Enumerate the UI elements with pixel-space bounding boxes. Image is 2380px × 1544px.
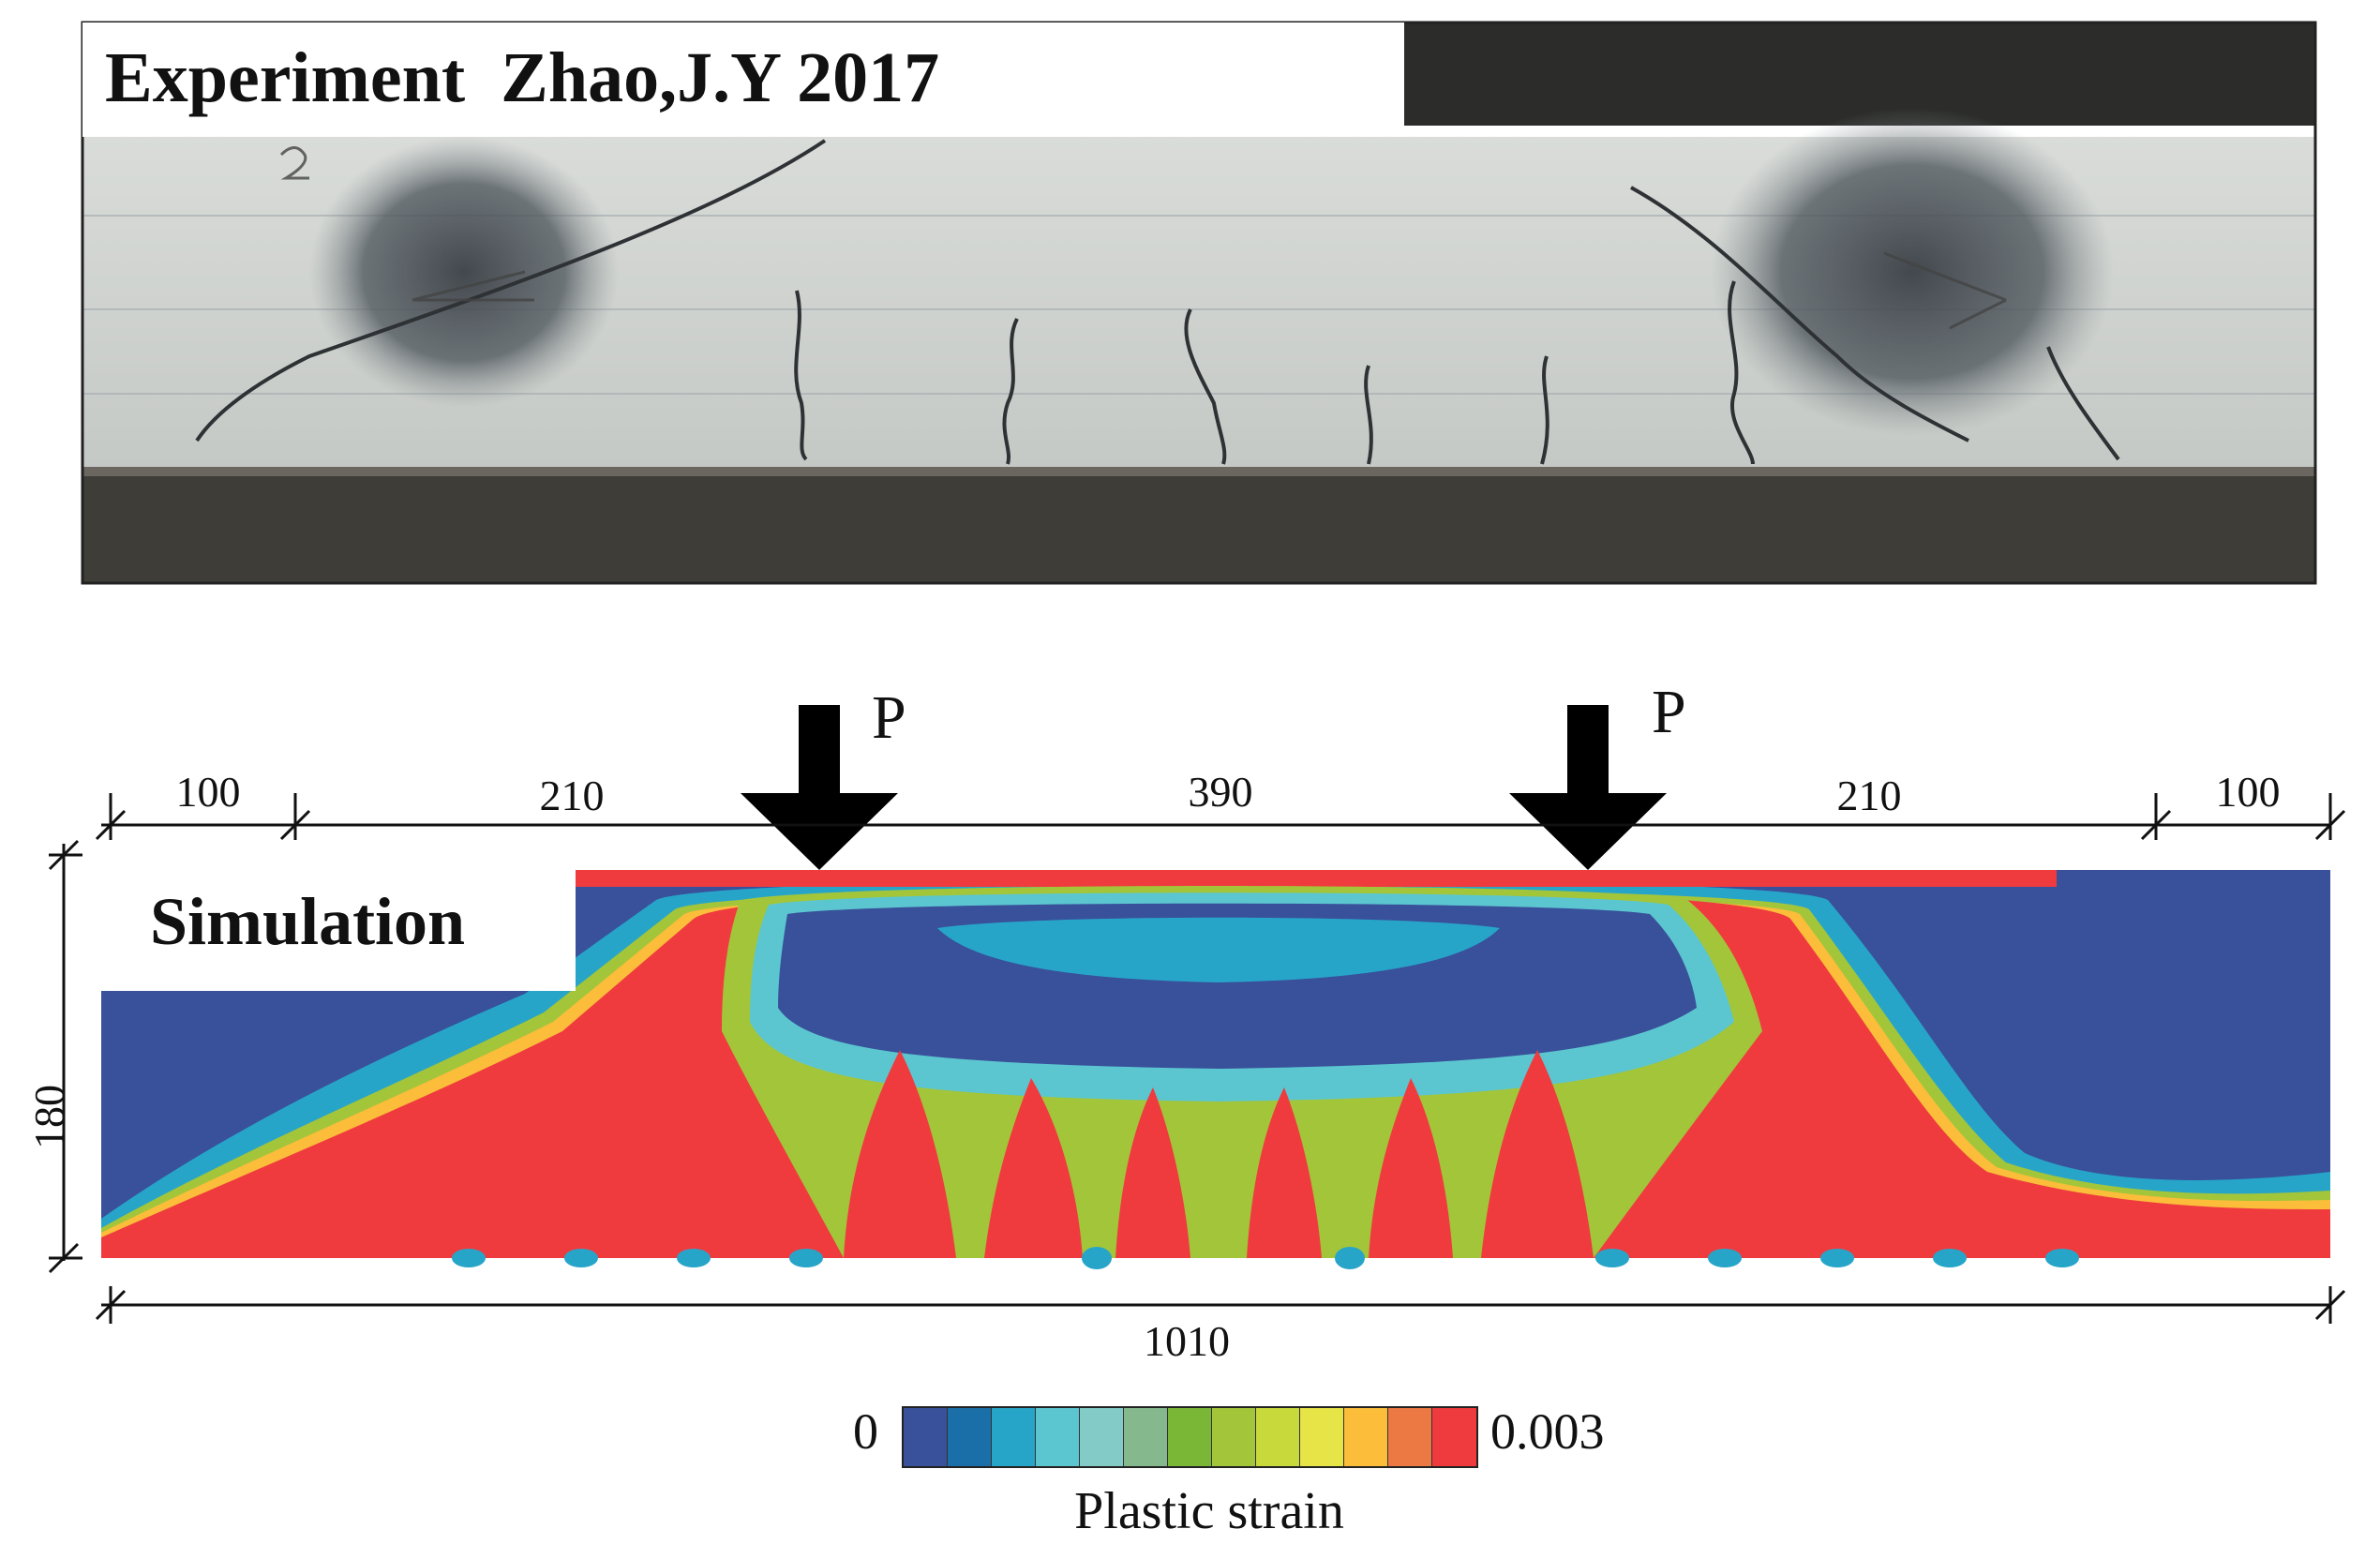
load-label-right: P [1652, 678, 1686, 746]
load-arrow-left [741, 705, 898, 870]
legend-swatch [1256, 1408, 1300, 1466]
legend-swatch [1388, 1408, 1432, 1466]
dim-top-1: 100 [175, 768, 241, 816]
legend-swatch [1168, 1408, 1212, 1466]
photo-support-block [1404, 22, 2315, 126]
legend-max-label: 0.003 [1490, 1403, 1605, 1460]
experiment-photo [81, 21, 2317, 585]
legend-swatch [1212, 1408, 1256, 1466]
photo-cracks [195, 139, 2120, 465]
dim-top-2: 210 [539, 772, 605, 819]
legend-swatch [992, 1408, 1036, 1466]
legend-swatch [1300, 1408, 1344, 1466]
dim-height: 180 [25, 1085, 73, 1149]
load-arrow-right [1509, 705, 1667, 870]
load-label-left: P [872, 683, 906, 752]
simulation-contour [101, 870, 2330, 1269]
simulation-title: Simulation [150, 884, 466, 959]
legend-swatch [1124, 1408, 1168, 1466]
legend-title: Plastic strain [1074, 1482, 1344, 1540]
dimension-lines [48, 793, 2346, 1324]
legend-swatch [1432, 1408, 1476, 1466]
photo-floor [82, 467, 2315, 583]
dim-top-3: 390 [1188, 768, 1253, 816]
dim-total-length: 1010 [1144, 1317, 1230, 1365]
legend-swatch [904, 1408, 948, 1466]
legend-swatch [1036, 1408, 1080, 1466]
legend-swatch [948, 1408, 992, 1466]
legend-swatch [1344, 1408, 1388, 1466]
dim-top-4: 210 [1836, 772, 1902, 819]
legend-min-label: 0 [853, 1403, 878, 1460]
legend-color-bar [902, 1406, 1478, 1468]
photo-stain-right [1711, 108, 2114, 436]
photo-stain-left [309, 136, 619, 408]
legend-swatch [1080, 1408, 1124, 1466]
experiment-title: Experiment Zhao,J.Y 2017 [105, 38, 940, 117]
dim-top-5: 100 [2215, 768, 2281, 816]
